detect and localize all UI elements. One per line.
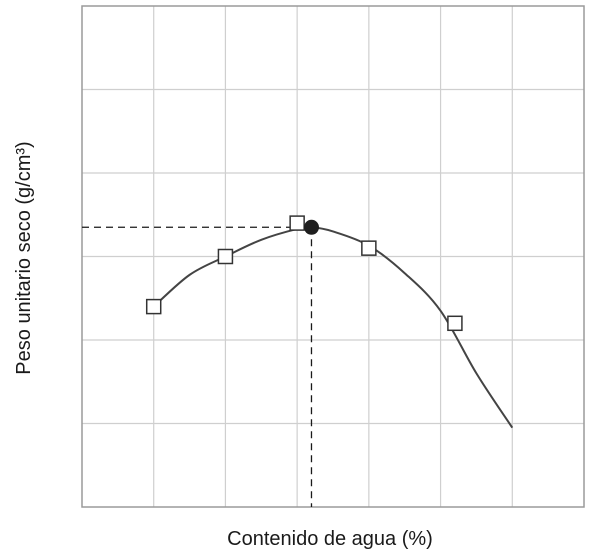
data-point-square xyxy=(217,248,234,265)
data-point-square xyxy=(289,215,305,231)
data-markers xyxy=(145,215,463,332)
data-point-square xyxy=(145,298,162,315)
data-point-square xyxy=(361,240,377,256)
x-axis-title: Contenido de agua (%) xyxy=(227,528,433,550)
plot-frame xyxy=(81,5,585,508)
reference-lines xyxy=(82,226,313,507)
optimum-point xyxy=(303,219,319,235)
grid xyxy=(82,6,584,507)
y-axis-title: Peso unitario seco (g/cm³) xyxy=(13,141,35,374)
data-point-square xyxy=(447,315,463,332)
